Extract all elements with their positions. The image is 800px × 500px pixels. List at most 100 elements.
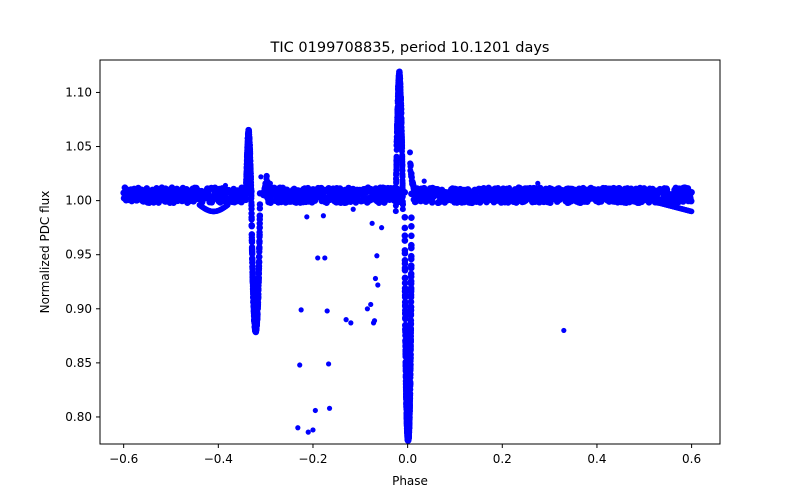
data-point bbox=[348, 320, 354, 326]
x-tick-label: 0.0 bbox=[398, 452, 417, 466]
data-point bbox=[305, 429, 311, 435]
data-point bbox=[399, 167, 406, 174]
data-point bbox=[407, 332, 415, 340]
data-point bbox=[393, 176, 400, 183]
data-point bbox=[402, 309, 409, 317]
y-tick-label: 0.80 bbox=[65, 410, 92, 424]
data-point bbox=[401, 279, 409, 287]
data-point bbox=[375, 282, 381, 288]
data-point bbox=[397, 83, 404, 90]
data-point bbox=[248, 223, 255, 230]
data-point bbox=[421, 178, 427, 184]
data-point bbox=[256, 253, 263, 261]
data-point bbox=[408, 232, 415, 240]
data-point bbox=[298, 307, 304, 313]
data-point bbox=[407, 317, 415, 324]
data-point bbox=[399, 201, 406, 208]
y-tick-label: 1.00 bbox=[65, 194, 92, 208]
data-point bbox=[399, 193, 406, 200]
data-point bbox=[263, 173, 270, 180]
data-point bbox=[687, 197, 695, 205]
data-point bbox=[408, 214, 415, 221]
data-point bbox=[324, 308, 330, 314]
data-point bbox=[399, 187, 406, 194]
data-point bbox=[222, 182, 229, 189]
data-point bbox=[326, 405, 333, 411]
data-point bbox=[243, 181, 250, 188]
data-point bbox=[255, 287, 262, 294]
data-point bbox=[399, 180, 406, 187]
data-point bbox=[350, 206, 356, 212]
data-point bbox=[247, 150, 254, 157]
data-point bbox=[248, 199, 255, 206]
plot-frame bbox=[99, 59, 721, 445]
data-point bbox=[408, 223, 415, 230]
data-point bbox=[407, 343, 414, 350]
data-point bbox=[315, 255, 321, 261]
data-point bbox=[428, 199, 436, 206]
y-tick-label: 0.90 bbox=[65, 302, 92, 316]
data-point bbox=[401, 213, 409, 221]
chart-title: TIC 0199708835, period 10.1201 days bbox=[270, 40, 550, 56]
data-point bbox=[561, 327, 567, 334]
x-tick-label: 0.4 bbox=[587, 452, 606, 466]
data-point bbox=[407, 298, 415, 306]
data-point bbox=[401, 249, 409, 257]
data-point bbox=[248, 192, 255, 199]
data-point bbox=[399, 161, 406, 168]
data-point bbox=[394, 134, 401, 141]
y-tick-label: 0.85 bbox=[65, 356, 92, 370]
data-point bbox=[254, 310, 261, 318]
data-point bbox=[372, 275, 379, 282]
data-point bbox=[398, 110, 405, 117]
data-point bbox=[256, 201, 264, 208]
data-point bbox=[416, 191, 423, 198]
x-tick-label: −0.6 bbox=[109, 452, 138, 466]
data-point bbox=[688, 208, 695, 215]
data-point bbox=[364, 306, 371, 312]
data-point bbox=[295, 425, 301, 431]
data-point bbox=[255, 259, 263, 266]
data-point bbox=[248, 205, 255, 213]
data-point bbox=[322, 255, 328, 261]
data-point bbox=[402, 314, 409, 322]
data-point bbox=[369, 220, 375, 226]
data-point bbox=[393, 185, 400, 192]
data-point bbox=[256, 231, 263, 239]
data-point bbox=[255, 270, 263, 278]
data-point bbox=[312, 407, 318, 414]
data-point bbox=[343, 317, 349, 323]
data-point bbox=[371, 318, 378, 324]
data-point bbox=[401, 293, 409, 301]
data-points bbox=[120, 68, 695, 444]
data-point bbox=[535, 180, 541, 186]
data-point bbox=[401, 301, 409, 309]
data-point bbox=[248, 231, 256, 238]
y-tick-label: 0.95 bbox=[65, 248, 92, 262]
x-axis: −0.6 −0.4 −0.2 0.0 0.2 0.4 0.6 bbox=[109, 444, 701, 466]
data-point bbox=[265, 192, 272, 199]
data-point bbox=[248, 238, 256, 246]
data-point bbox=[239, 185, 245, 191]
data-point bbox=[401, 266, 409, 274]
data-point bbox=[297, 362, 303, 368]
data-point bbox=[320, 213, 326, 219]
data-point bbox=[452, 186, 458, 192]
data-point bbox=[304, 214, 310, 220]
data-point bbox=[242, 196, 249, 203]
data-point bbox=[393, 154, 400, 161]
data-point bbox=[368, 301, 374, 308]
data-point bbox=[407, 162, 414, 169]
data-point bbox=[243, 189, 250, 196]
data-point bbox=[398, 128, 405, 135]
data-point bbox=[688, 188, 695, 196]
data-point bbox=[401, 237, 409, 244]
data-point bbox=[407, 270, 415, 278]
data-point bbox=[506, 185, 512, 191]
data-point bbox=[267, 180, 273, 186]
x-tick-label: −0.2 bbox=[298, 452, 327, 466]
x-tick-label: −0.4 bbox=[204, 452, 233, 466]
data-point bbox=[402, 332, 409, 339]
data-point bbox=[399, 173, 406, 180]
